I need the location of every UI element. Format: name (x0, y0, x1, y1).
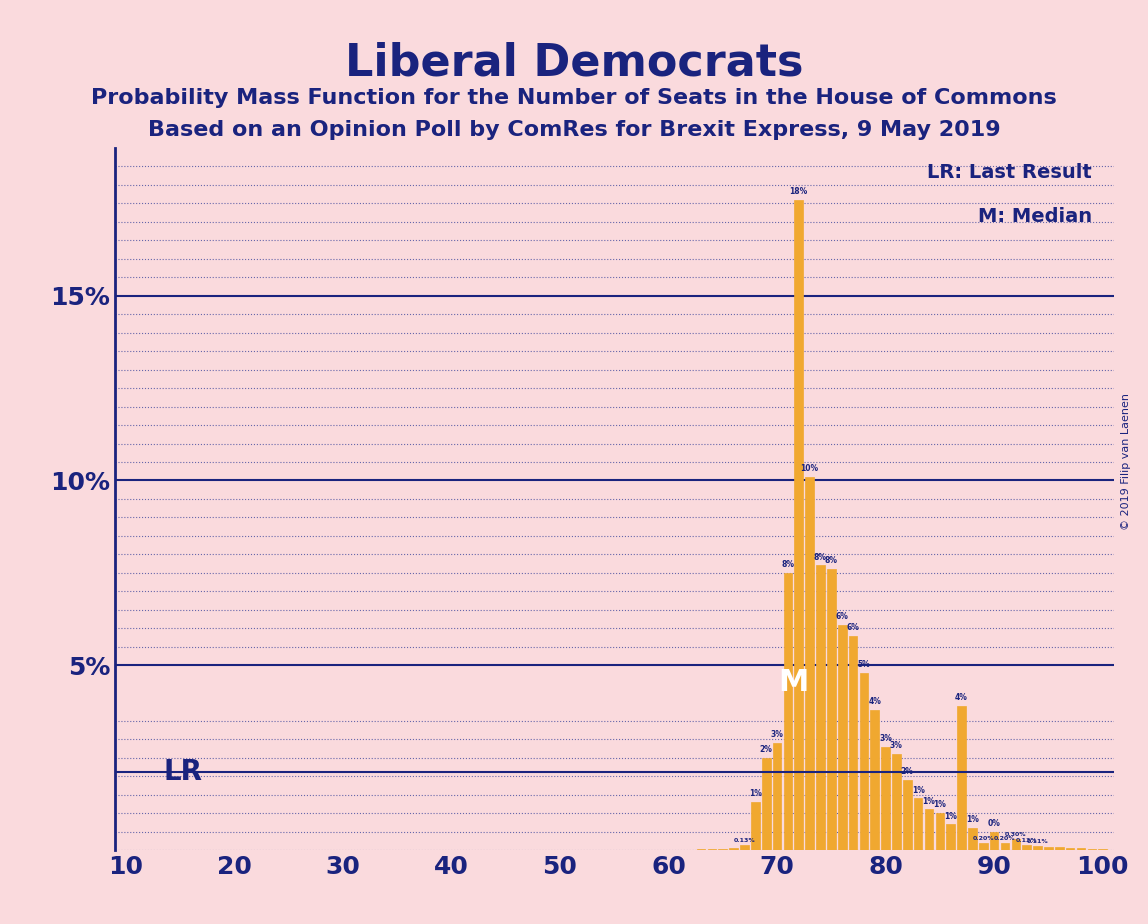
Bar (946, 824, 955, 850)
Text: Liberal Democrats: Liberal Democrats (344, 42, 804, 85)
Text: 0.30%: 0.30% (1004, 833, 1026, 837)
Bar (903, 780, 912, 850)
Bar (1023, 845, 1031, 850)
Text: 18%: 18% (790, 187, 808, 196)
Bar (979, 843, 987, 850)
Bar (784, 573, 792, 850)
Bar (794, 200, 804, 850)
Bar (1001, 843, 1009, 850)
Text: 0.11%: 0.11% (1026, 839, 1048, 845)
Text: LR: LR (164, 759, 203, 786)
Bar (1099, 849, 1107, 850)
Text: M: M (778, 668, 808, 697)
Bar (751, 802, 760, 850)
Bar (1087, 848, 1096, 850)
Text: 5%: 5% (858, 660, 870, 669)
Bar (729, 848, 738, 850)
Bar (719, 849, 727, 850)
Text: 3%: 3% (890, 741, 902, 750)
Bar (892, 754, 901, 850)
Bar (990, 832, 999, 850)
Text: © 2019 Filip van Laenen: © 2019 Filip van Laenen (1120, 394, 1131, 530)
Text: 1%: 1% (748, 789, 762, 798)
Text: Probability Mass Function for the Number of Seats in the House of Commons: Probability Mass Function for the Number… (91, 88, 1057, 108)
Bar (914, 798, 923, 850)
Bar (740, 845, 748, 850)
Bar (968, 828, 977, 850)
Bar (924, 809, 933, 850)
Bar (838, 625, 846, 850)
Text: 8%: 8% (824, 556, 838, 565)
Bar (1011, 839, 1021, 850)
Bar (773, 743, 782, 850)
Text: 2%: 2% (760, 745, 773, 754)
Text: 3%: 3% (770, 730, 783, 739)
Bar (1033, 846, 1042, 850)
Text: 1%: 1% (933, 800, 946, 809)
Text: 1%: 1% (912, 785, 924, 795)
Text: 1%: 1% (945, 811, 957, 821)
Bar (1055, 847, 1064, 850)
Text: 0%: 0% (987, 819, 1001, 828)
Text: 4%: 4% (955, 693, 968, 702)
Text: Based on an Opinion Poll by ComRes for Brexit Express, 9 May 2019: Based on an Opinion Poll by ComRes for B… (148, 120, 1000, 140)
Text: LR: Last Result: LR: Last Result (928, 163, 1092, 182)
Bar (957, 706, 965, 850)
Bar (1077, 848, 1085, 850)
Text: 0.13%: 0.13% (734, 838, 755, 844)
Bar (707, 849, 716, 850)
Bar (860, 673, 868, 850)
Text: 6%: 6% (846, 623, 860, 632)
Bar (805, 477, 814, 850)
Bar (816, 565, 824, 850)
Bar (936, 813, 944, 850)
Text: 4%: 4% (868, 697, 882, 706)
Bar (870, 710, 879, 850)
Text: 1%: 1% (923, 796, 936, 806)
Bar (848, 636, 858, 850)
Bar (697, 849, 705, 850)
Text: 0.13%: 0.13% (1016, 838, 1038, 844)
Bar (1044, 847, 1053, 850)
Text: 6%: 6% (836, 612, 848, 621)
Text: 3%: 3% (879, 734, 892, 743)
Text: M: Median: M: Median (978, 207, 1092, 226)
Text: 8%: 8% (782, 560, 794, 569)
Text: 8%: 8% (814, 553, 827, 562)
Bar (762, 758, 770, 850)
Text: 0.20%: 0.20% (972, 836, 994, 841)
Text: 1%: 1% (965, 815, 979, 824)
Bar (882, 747, 890, 850)
Text: 0.20%: 0.20% (994, 836, 1016, 841)
Text: 2%: 2% (901, 767, 914, 776)
Bar (1065, 848, 1075, 850)
Text: 10%: 10% (800, 464, 819, 473)
Bar (827, 569, 836, 850)
